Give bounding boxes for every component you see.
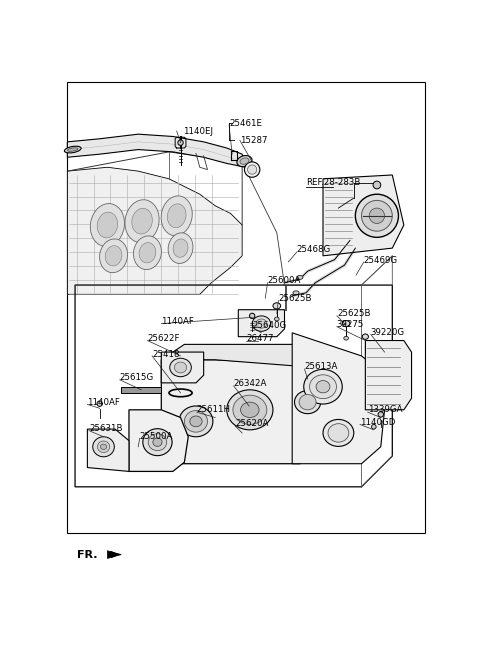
Ellipse shape <box>168 233 193 264</box>
Text: FR.: FR. <box>77 550 97 560</box>
Circle shape <box>178 140 183 146</box>
Polygon shape <box>323 175 404 256</box>
Ellipse shape <box>233 395 267 424</box>
Ellipse shape <box>250 313 255 319</box>
Ellipse shape <box>153 438 162 446</box>
Circle shape <box>361 200 392 231</box>
Ellipse shape <box>170 358 192 377</box>
Polygon shape <box>108 551 121 558</box>
Ellipse shape <box>240 158 249 164</box>
Ellipse shape <box>100 444 107 449</box>
Ellipse shape <box>378 412 384 417</box>
Ellipse shape <box>372 424 376 429</box>
Polygon shape <box>161 344 335 383</box>
Text: 25640G: 25640G <box>252 321 287 329</box>
Ellipse shape <box>328 424 349 442</box>
Text: 25600A: 25600A <box>267 276 301 285</box>
Text: 39275: 39275 <box>337 320 364 329</box>
Ellipse shape <box>293 291 299 295</box>
Polygon shape <box>365 340 411 410</box>
Ellipse shape <box>323 419 354 446</box>
Ellipse shape <box>252 316 271 331</box>
Ellipse shape <box>304 369 342 404</box>
Ellipse shape <box>179 406 213 437</box>
Circle shape <box>369 208 384 224</box>
Ellipse shape <box>168 204 186 228</box>
Ellipse shape <box>161 196 192 236</box>
Ellipse shape <box>310 375 336 399</box>
Text: 25615G: 25615G <box>120 373 154 382</box>
Polygon shape <box>129 410 188 472</box>
Ellipse shape <box>133 236 161 270</box>
Polygon shape <box>161 359 331 464</box>
Ellipse shape <box>174 362 187 373</box>
Ellipse shape <box>295 390 321 414</box>
Ellipse shape <box>273 303 281 309</box>
Ellipse shape <box>105 246 122 266</box>
Ellipse shape <box>297 276 303 279</box>
Ellipse shape <box>342 321 350 327</box>
Circle shape <box>248 165 257 174</box>
Text: 26477: 26477 <box>246 335 274 344</box>
Ellipse shape <box>99 239 128 273</box>
Ellipse shape <box>90 203 124 247</box>
Ellipse shape <box>299 394 316 410</box>
Ellipse shape <box>190 416 202 427</box>
Text: 1140AF: 1140AF <box>161 317 194 326</box>
Polygon shape <box>238 310 285 337</box>
Text: 25611H: 25611H <box>197 405 231 415</box>
Polygon shape <box>161 352 204 383</box>
Circle shape <box>355 194 398 237</box>
Text: 15287: 15287 <box>240 136 267 145</box>
Text: 1140EJ: 1140EJ <box>183 127 213 136</box>
Text: 25625B: 25625B <box>337 309 371 318</box>
Ellipse shape <box>97 212 118 238</box>
Ellipse shape <box>240 402 259 417</box>
Ellipse shape <box>132 209 152 234</box>
Ellipse shape <box>125 199 159 243</box>
Text: 1140AF: 1140AF <box>87 398 120 407</box>
Text: 25461E: 25461E <box>229 119 262 128</box>
Ellipse shape <box>67 148 78 152</box>
Bar <box>67 82 425 533</box>
Ellipse shape <box>344 337 348 340</box>
Ellipse shape <box>362 334 369 339</box>
Circle shape <box>244 162 260 177</box>
Text: 25625B: 25625B <box>278 294 312 302</box>
Ellipse shape <box>139 243 156 263</box>
Polygon shape <box>87 429 129 472</box>
Polygon shape <box>121 387 161 393</box>
Text: 26342A: 26342A <box>234 379 267 388</box>
Polygon shape <box>67 167 242 295</box>
Text: 25468G: 25468G <box>296 245 330 254</box>
Text: 1140GD: 1140GD <box>360 418 396 426</box>
Ellipse shape <box>143 428 172 456</box>
Text: 25500A: 25500A <box>140 432 173 440</box>
Polygon shape <box>67 134 246 167</box>
Text: 25613A: 25613A <box>304 362 338 371</box>
Text: 25620A: 25620A <box>235 419 269 428</box>
Polygon shape <box>292 333 384 464</box>
Text: 25631B: 25631B <box>89 424 122 433</box>
Text: 1339GA: 1339GA <box>368 405 402 415</box>
Ellipse shape <box>275 317 279 321</box>
Ellipse shape <box>97 401 102 406</box>
Text: 25418: 25418 <box>152 350 180 359</box>
Text: 25469G: 25469G <box>363 256 397 265</box>
Ellipse shape <box>184 411 207 432</box>
Ellipse shape <box>173 239 188 257</box>
Ellipse shape <box>316 380 330 393</box>
Ellipse shape <box>64 146 81 153</box>
Ellipse shape <box>256 319 267 328</box>
Ellipse shape <box>97 441 110 453</box>
Ellipse shape <box>227 390 273 430</box>
Circle shape <box>373 181 381 189</box>
Text: REF.28-283B: REF.28-283B <box>306 178 360 187</box>
Ellipse shape <box>148 434 167 451</box>
Ellipse shape <box>237 155 252 167</box>
Ellipse shape <box>93 437 114 457</box>
Text: 25622F: 25622F <box>147 335 180 344</box>
Text: 39220G: 39220G <box>371 328 405 337</box>
